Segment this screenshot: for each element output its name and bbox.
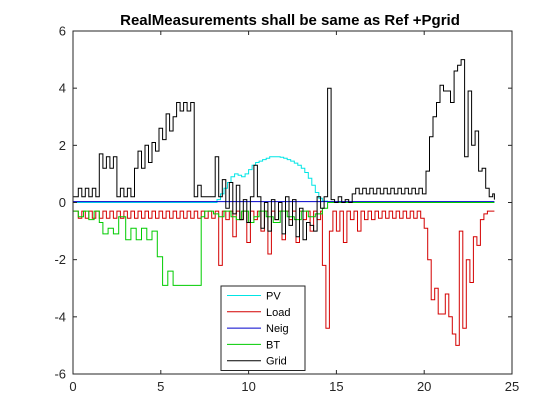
y-tick-label: 4: [59, 81, 66, 96]
legend-label-load: Load: [266, 307, 290, 319]
y-tick-label: -6: [54, 367, 66, 382]
tick-layer: 0 5 10 15 20 25 -6 -4 -2 0 2 4 6: [54, 24, 519, 395]
y-tick-label: 2: [59, 138, 66, 153]
y-tick-label: -4: [54, 309, 66, 324]
series-layer: [73, 59, 495, 346]
y-tick-label: 0: [59, 195, 66, 210]
legend-label-bt: BT: [266, 339, 280, 351]
y-tick-label: 6: [59, 24, 66, 39]
x-tick-label: 0: [69, 379, 76, 394]
legend: PV Load Neig BT Grid: [220, 285, 306, 371]
chart-title: RealMeasurements shall be same as Ref +P…: [120, 12, 460, 29]
series-line-pv: [73, 156, 495, 203]
x-tick-label: 5: [157, 379, 164, 394]
series-line-bt: [73, 202, 495, 286]
x-tick-label: 20: [417, 379, 431, 394]
y-tick-label: -2: [54, 252, 66, 267]
series-line-grid: [73, 59, 495, 241]
x-tick-label: 15: [329, 379, 343, 394]
series-line-load: [73, 210, 495, 346]
legend-label-grid: Grid: [266, 356, 287, 368]
x-tick-label: 10: [241, 379, 255, 394]
legend-label-neig: Neig: [266, 323, 289, 335]
legend-label-pv: PV: [266, 291, 281, 303]
x-tick-label: 25: [505, 379, 519, 394]
